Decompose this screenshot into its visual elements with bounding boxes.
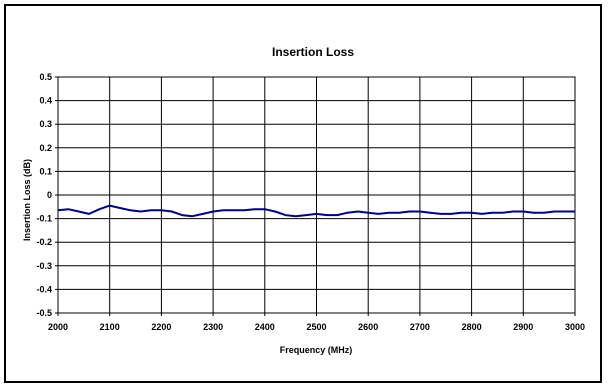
y-tick-label: 0.5 [39, 72, 52, 82]
data-point [57, 209, 59, 211]
y-tick-label: -0.5 [36, 308, 52, 318]
plot-grid [57, 76, 576, 314]
data-point [450, 213, 452, 215]
data-point [429, 212, 431, 214]
data-point [243, 209, 245, 211]
data-point [212, 210, 214, 213]
data-point [191, 215, 193, 217]
y-tick-label: 0.4 [39, 96, 52, 106]
data-point [202, 213, 204, 215]
data-point [129, 209, 131, 211]
data-point [295, 215, 297, 217]
x-tick-label: 2600 [358, 322, 378, 332]
x-tick-label: 2000 [48, 322, 68, 332]
x-tick-label: 2200 [151, 322, 171, 332]
data-point [284, 214, 287, 216]
data-point [346, 212, 349, 214]
data-point [574, 210, 576, 213]
data-point [357, 210, 359, 213]
data-point [88, 213, 90, 215]
data-point [419, 210, 421, 213]
data-point [481, 213, 483, 215]
data-point [264, 208, 266, 210]
data-point [150, 209, 152, 211]
data-point [98, 208, 100, 210]
data-point [440, 213, 442, 215]
x-tick-label: 2400 [255, 322, 275, 332]
y-tick-label: 0 [47, 190, 52, 200]
x-axis-label: Frequency (MHz) [280, 345, 353, 355]
y-tick-label: 0.1 [39, 166, 52, 176]
data-point [315, 213, 318, 215]
x-tick-label: 2300 [203, 322, 223, 332]
y-tick-label: -0.1 [36, 214, 52, 224]
data-point [67, 208, 69, 210]
data-point [388, 212, 390, 214]
x-tick-label: 2500 [306, 322, 326, 332]
y-axis-ticks: 0.5 0.4 0.3 0.2 0.1 0 -0.1 -0.2 -0.3 -0.4 -0.5 [36, 72, 58, 318]
data-point [222, 209, 224, 211]
series-group [57, 204, 576, 218]
y-tick-label: -0.3 [36, 261, 52, 271]
data-point [160, 209, 162, 211]
data-point [533, 212, 535, 214]
y-axis-label: Insertion Loss (dB) [22, 159, 32, 241]
data-point [409, 210, 411, 213]
x-tick-label: 2700 [410, 322, 430, 332]
data-point [502, 212, 504, 214]
x-tick-label: 2800 [462, 322, 482, 332]
data-point [109, 205, 111, 207]
data-point [553, 210, 555, 213]
data-point [233, 209, 235, 211]
x-tick-label: 3000 [565, 322, 585, 332]
data-point [336, 214, 338, 216]
data-point [377, 213, 380, 215]
data-point [564, 210, 566, 213]
data-point [543, 212, 545, 214]
y-tick-label: -0.4 [36, 284, 52, 294]
data-point [471, 212, 473, 214]
y-tick-label: 0.3 [39, 119, 52, 129]
data-point [367, 212, 369, 214]
data-point [491, 212, 493, 214]
data-point [512, 210, 514, 213]
x-tick-label: 2100 [100, 322, 120, 332]
data-point [522, 210, 524, 213]
data-point [460, 212, 462, 214]
x-tick-label: 2900 [513, 322, 533, 332]
data-point [171, 210, 173, 213]
data-point [78, 210, 80, 213]
data-point [181, 214, 183, 216]
chart-frame [4, 4, 602, 383]
data-point [274, 210, 276, 213]
data-point [119, 207, 121, 209]
chart-title: Insertion Loss [272, 45, 354, 59]
x-axis-ticks: 2000 2100 2200 2300 2400 2500 2600 2700 2800 2900… [48, 313, 585, 332]
data-point [398, 212, 400, 214]
data-point [305, 214, 307, 216]
data-point [326, 214, 328, 216]
data-point [140, 210, 142, 213]
data-point [253, 208, 256, 210]
y-tick-label: -0.2 [36, 237, 52, 247]
y-tick-label: 0.2 [39, 143, 52, 153]
